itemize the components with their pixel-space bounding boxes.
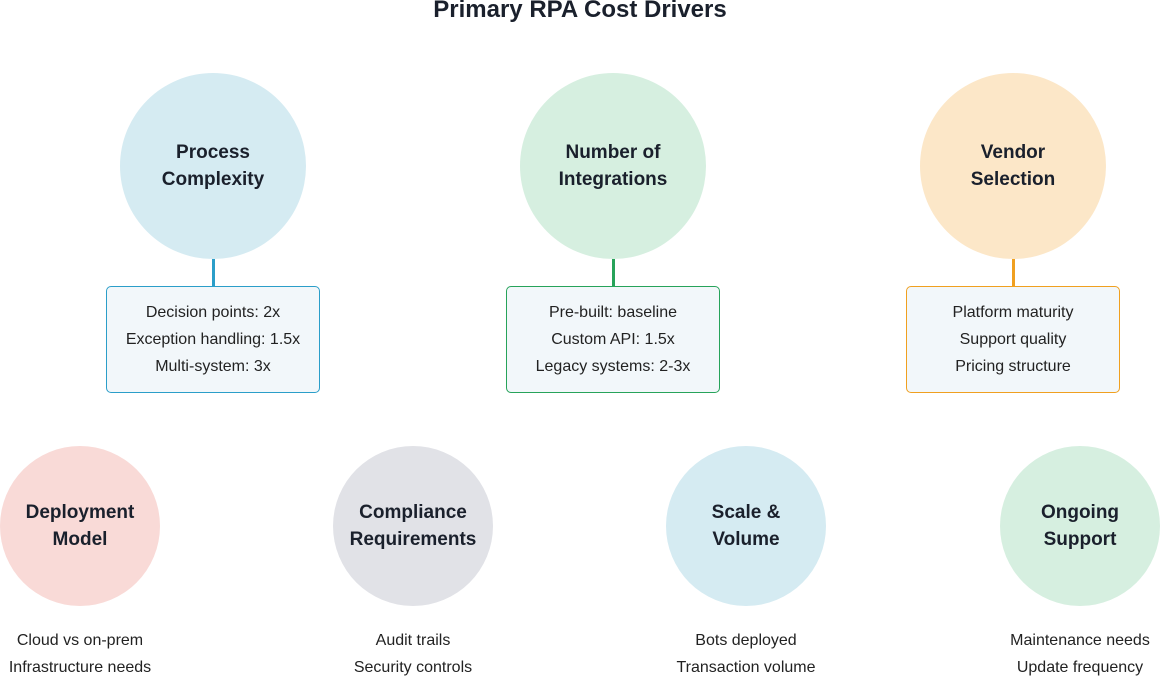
driver-detail-box: Pre-built: baseline Custom API: 1.5x Legac… — [506, 286, 720, 393]
driver-detail-list: Cloud vs on-prem Infrastructure needs — [0, 627, 200, 681]
diagram-title: Primary RPA Cost Drivers — [433, 0, 727, 23]
detail-item: Audit trails — [375, 632, 451, 649]
driver-circle: Deployment Model — [0, 446, 160, 606]
detail-item: Security controls — [353, 659, 473, 676]
driver-label-line: Volume — [712, 529, 780, 550]
detail-item: Legacy systems: 2-3x — [535, 358, 691, 375]
driver-circle: Number of Integrations — [520, 73, 706, 259]
driver-label-line: Model — [52, 529, 108, 550]
driver-label-line: Deployment — [25, 502, 135, 523]
driver-circle: Ongoing Support — [1000, 446, 1160, 606]
connector-line — [212, 259, 215, 286]
detail-item: Pricing structure — [955, 358, 1071, 375]
detail-item: Multi-system: 3x — [155, 358, 271, 375]
detail-item: Maintenance needs — [1010, 632, 1150, 649]
driver-circle: Vendor Selection — [920, 73, 1106, 259]
driver-label-line: Scale & — [711, 502, 781, 523]
detail-item: Transaction volume — [676, 659, 816, 676]
detail-item: Cloud vs on-prem — [16, 632, 144, 649]
detail-item: Exception handling: 1.5x — [125, 331, 301, 348]
driver-label-line: Ongoing — [1040, 502, 1120, 523]
driver-detail-box: Platform maturity Support quality Pricing … — [906, 286, 1120, 393]
detail-item: Support quality — [959, 331, 1067, 348]
detail-item: Platform maturity — [952, 304, 1074, 321]
driver-label-line: Vendor — [980, 142, 1046, 163]
driver-label-line: Complexity — [161, 169, 265, 190]
driver-label-line: Requirements — [349, 529, 477, 550]
driver-detail-list: Audit trails Security controls — [293, 627, 533, 681]
driver-detail-list: Bots deployed Transaction volume — [626, 627, 866, 681]
driver-detail-box: Decision points: 2x Exception handling: 1… — [106, 286, 320, 393]
detail-item: Update frequency — [1016, 659, 1144, 676]
connector-line — [612, 259, 615, 286]
driver-circle: Scale & Volume — [666, 446, 826, 606]
driver-label-line: Compliance — [359, 502, 467, 523]
detail-item: Infrastructure needs — [8, 659, 152, 676]
detail-item: Pre-built: baseline — [548, 304, 678, 321]
detail-item: Decision points: 2x — [145, 304, 281, 321]
driver-circle: Process Complexity — [120, 73, 306, 259]
driver-label-line: Process — [176, 142, 250, 163]
detail-item: Custom API: 1.5x — [551, 331, 675, 348]
detail-item: Bots deployed — [695, 632, 797, 649]
connector-line — [1012, 259, 1015, 286]
driver-detail-list: Maintenance needs Update frequency — [960, 627, 1160, 681]
driver-label-line: Support — [1043, 529, 1117, 550]
driver-label-line: Integrations — [558, 169, 668, 190]
driver-circle: Compliance Requirements — [333, 446, 493, 606]
driver-label-line: Selection — [970, 169, 1056, 190]
driver-label-line: Number of — [565, 142, 661, 163]
